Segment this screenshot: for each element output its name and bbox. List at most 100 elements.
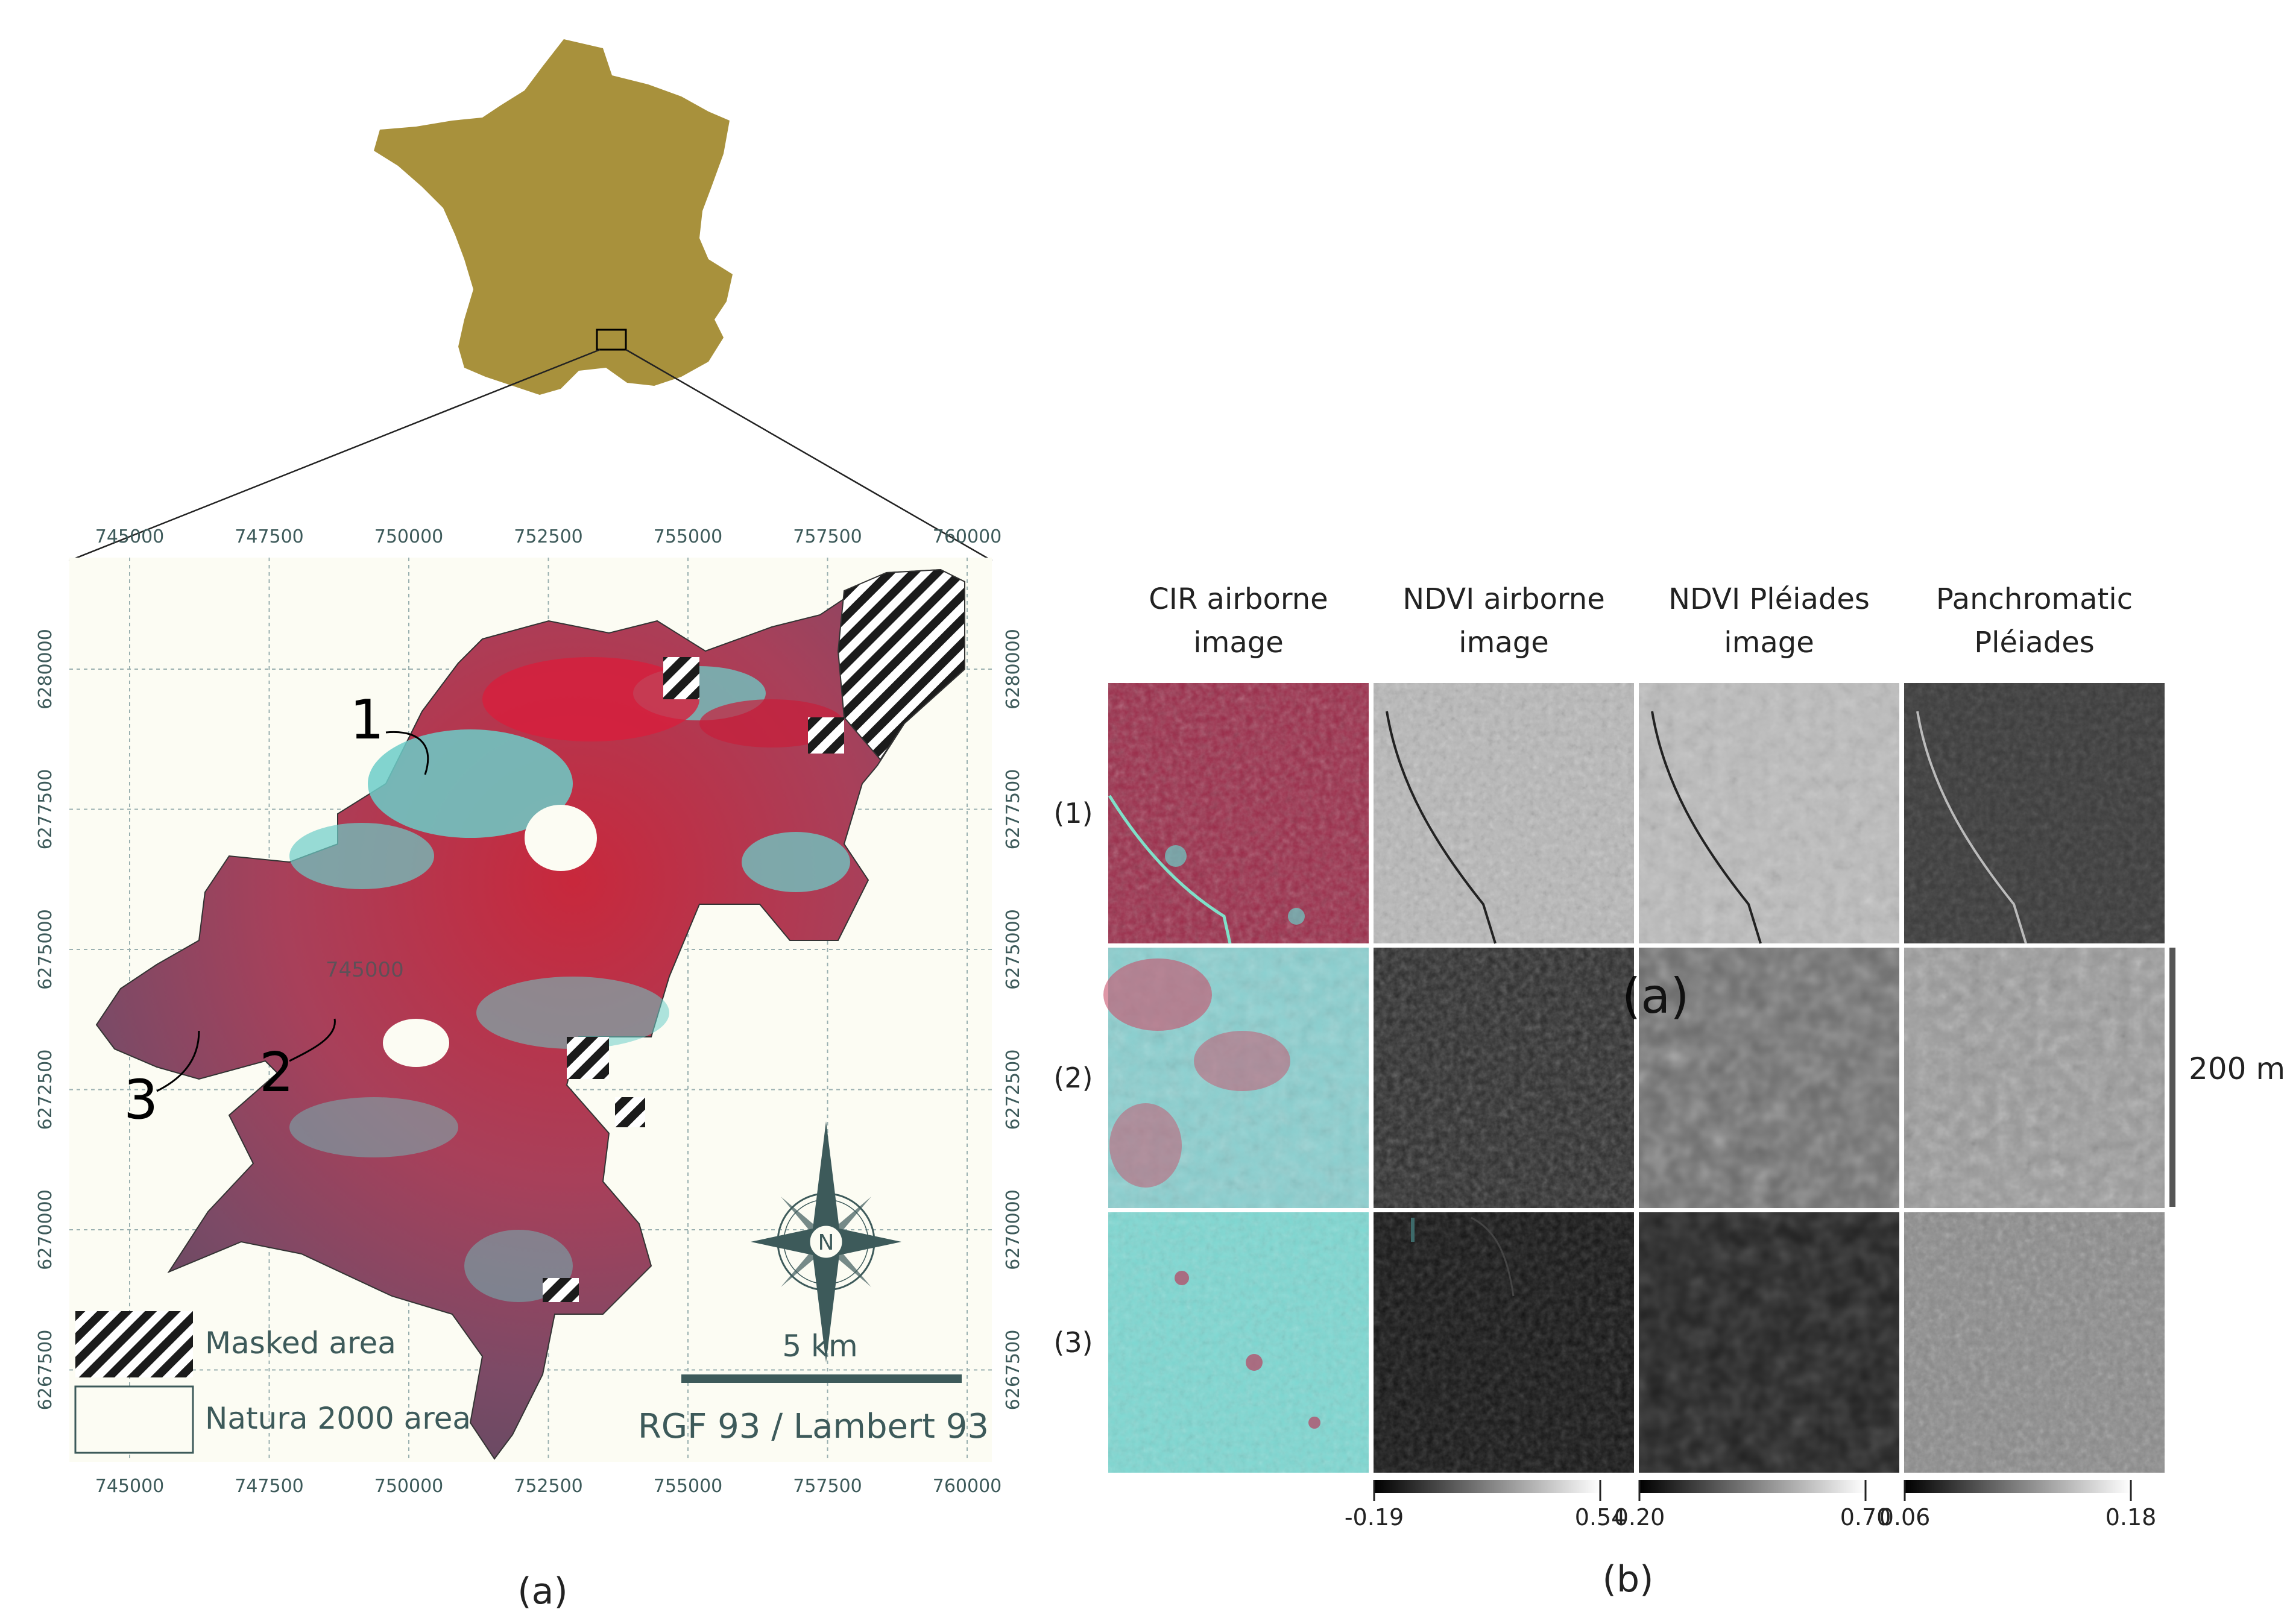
row-label: (2) [1053,1062,1093,1094]
x-tick-label-bottom: 747500 [235,1476,304,1497]
legend-masked-label: Masked area [205,1326,396,1361]
colorbar-max-label: 0.18 [2106,1504,2157,1531]
y-tick-label-left: 6272500 [35,1050,56,1130]
y-tick-label-left: 6280000 [35,629,56,710]
compass-north-label: N [818,1230,834,1255]
y-tick-label-right: 6275000 [1003,909,1024,990]
y-tick-label-right: 6270000 [1003,1189,1024,1270]
study-area-box [596,329,627,351]
masked-area [808,717,844,754]
y-tick-label-left: 6277500 [35,769,56,850]
legend-natura-label: Natura 2000 area [205,1401,471,1436]
x-tick-label-top: 752500 [514,526,583,547]
red-patch [482,657,699,741]
vertical-scale-bar [2169,948,2175,1207]
ndvi-pleiades-tile-row-3 [1639,1212,1899,1473]
masked-area [615,1097,645,1127]
colorbar [1639,1480,1866,1493]
panel-a-label: (a) [517,1570,568,1613]
x-tick-label-top: 750000 [374,526,444,547]
cyan-patch [289,823,434,889]
ndvi-airborne-tile-row-1 [1374,683,1634,944]
panchromatic-tile-row-2 [1904,948,2165,1208]
zoom-line-left [69,348,601,562]
column-header-line: CIR airborne [1149,582,1328,616]
x-tick-label-top: 760000 [933,526,1002,547]
row-label: (3) [1053,1326,1093,1359]
masked-area [663,657,699,699]
site-3-leader [156,1030,200,1092]
crs-label: RGF 93 / Lambert 93 [638,1407,989,1446]
x-tick-label-top: 745000 [95,526,165,547]
site-1-leader [385,731,429,775]
y-tick-label-right: 6267500 [1003,1330,1024,1411]
x-tick-label-bottom: 750000 [374,1476,444,1497]
column-header-line: image [1193,626,1284,659]
panel-b: CIR airborne image NDVI airborne image NDVI … [1053,582,2285,1600]
row-labels: (1) (2) (3) [1053,797,1093,1359]
ndvi-pleiades-tile-row-1 [1639,683,1899,944]
site-label-3: 3 [124,1068,158,1131]
column-header-line: image [1724,626,1814,659]
x-axis-top: 745000 747500 750000 752500 755000 757500 7600… [95,526,1002,547]
scale-bar [681,1374,962,1383]
panel-a: 1 2 3 745000 N 5 km RGF 93 / Lambert 93 … [35,39,1024,1613]
y-tick-label-right: 6280000 [1003,629,1024,710]
colorbar-min-label: 0.20 [1614,1504,1665,1531]
stray-label: (a) [1622,968,1689,1024]
column-header-line: NDVI Pléiades [1668,582,1870,616]
panel-b-label: (b) [1603,1558,1654,1600]
ndvi-airborne-tile-row-3 [1374,1212,1634,1473]
x-tick-label-top: 747500 [235,526,304,547]
ndvi-airborne-tile-row-2 [1374,948,1634,1208]
colorbars: -0.19 0.540.20 0.700.06 0.18 [1345,1480,2156,1531]
row-label: (1) [1053,797,1093,829]
site-2-leader [289,1018,336,1062]
france-silhouette [374,39,733,395]
masked-area [543,1278,579,1302]
colorbar-min-label: 0.06 [1879,1504,1931,1531]
inner-coord-label: 745000 [326,958,404,982]
colorbar-max-label: 0.70 [1840,1504,1891,1531]
lake [383,1019,449,1067]
masked-area [837,568,965,761]
y-tick-label-right: 6277500 [1003,769,1024,850]
column-header-line: NDVI airborne [1402,582,1604,616]
cir-tile-row-3 [1108,1212,1369,1473]
legend-natura-swatch [74,1385,194,1454]
colorbar [1374,1480,1600,1493]
cir-tile-row-1 [1108,683,1369,944]
y-tick-label-left: 6270000 [35,1189,56,1270]
y-tick-label-left: 6275000 [35,909,56,990]
x-tick-label-bottom: 752500 [514,1476,583,1497]
x-tick-label-bottom: 757500 [793,1476,862,1497]
site-label-1: 1 [350,688,384,752]
lake [525,805,597,871]
vertical-scale-label: 200 m [2189,1051,2285,1086]
legend-masked-swatch [75,1311,193,1377]
colorbar-max-label: 0.54 [1575,1504,1626,1531]
panchromatic-tile-row-1 [1904,683,2165,944]
cyan-patch [476,977,669,1049]
cyan-patch [742,832,850,892]
x-tick-label-top: 757500 [793,526,862,547]
cir-tile-row-2 [1103,948,1369,1208]
cyan-patch [289,1097,458,1157]
x-tick-label-top: 755000 [654,526,723,547]
zoom-line-right [625,348,992,562]
colorbar-min-label: -0.19 [1345,1504,1404,1531]
cyan-patch [368,729,573,838]
colorbar [1905,1480,2131,1493]
y-tick-label-left: 6267500 [35,1330,56,1411]
compass-rose: N [751,1121,901,1362]
x-tick-label-bottom: 760000 [933,1476,1002,1497]
x-tick-label-bottom: 755000 [654,1476,723,1497]
column-header-line: image [1459,626,1549,659]
y-axis-right: 6280000 6277500 6275000 6272500 6270000 62675… [1003,629,1024,1410]
panchromatic-tile-row-3 [1904,1212,2165,1473]
column-header-line: Pléiades [1974,626,2095,659]
y-axis-left: 6280000 6277500 6275000 6272500 6270000 62675… [35,629,56,1410]
column-header-line: Panchromatic [1936,582,2133,616]
x-axis-bottom: 745000 747500 750000 752500 755000 757500 7600… [95,1476,1002,1497]
